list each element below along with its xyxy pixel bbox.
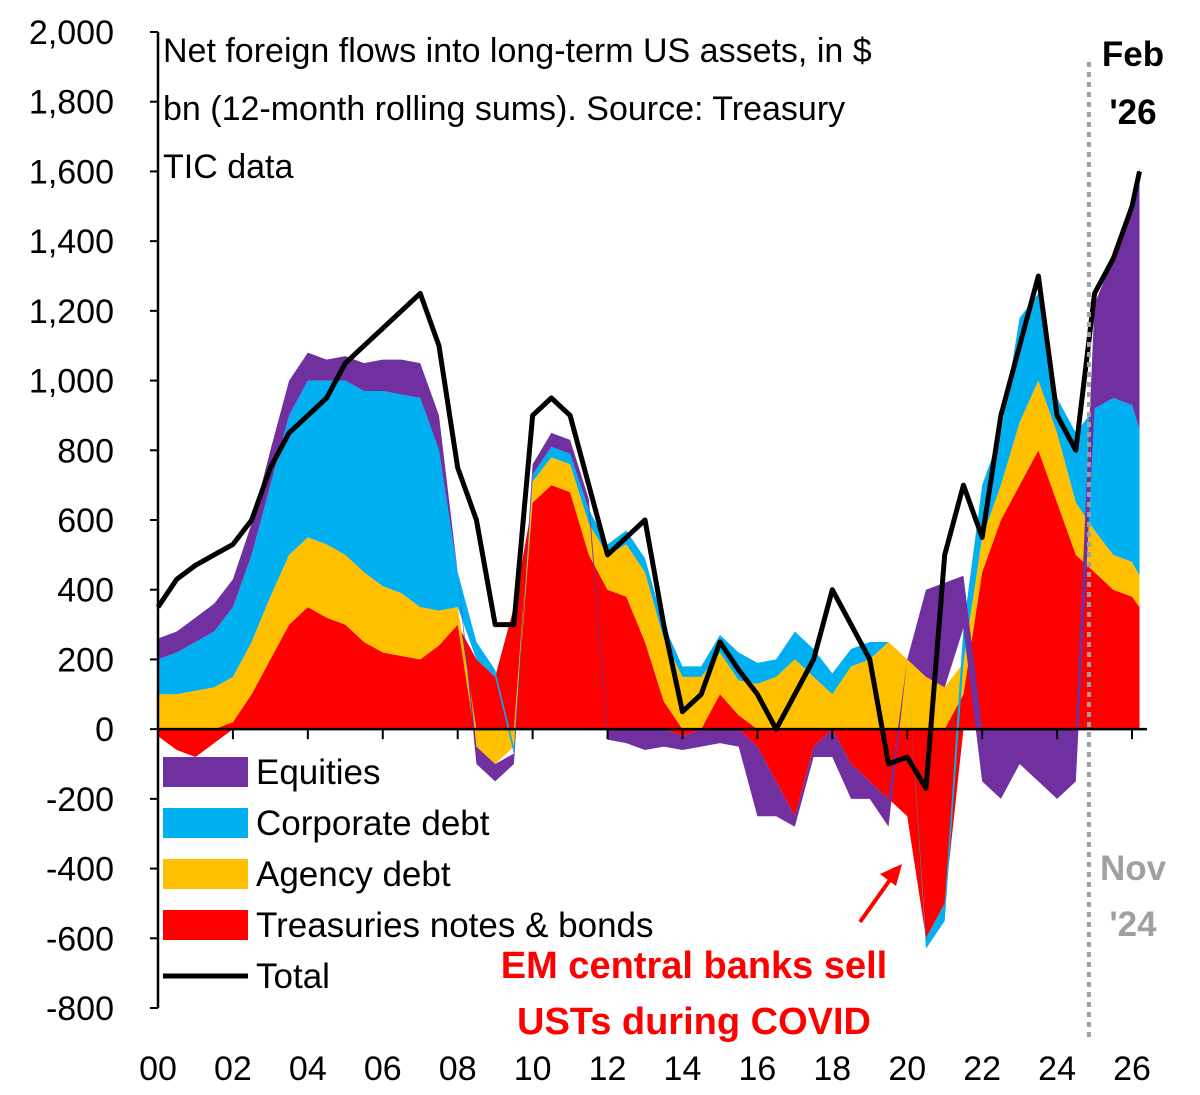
- em-covid-arrow-head: [880, 864, 902, 886]
- title-line: TIC data: [163, 148, 293, 186]
- x-tick-label: 26: [1113, 1050, 1151, 1088]
- x-tick-label: 24: [1038, 1050, 1076, 1088]
- series-area-treasuries-notes-bonds: [158, 450, 1140, 939]
- legend-swatch-treasuries-notes-bonds: [163, 910, 248, 940]
- legend-label-corporate-debt: Corporate debt: [256, 804, 490, 843]
- em-covid-annotation: EM central banks sell: [501, 945, 888, 987]
- x-tick-label: 12: [589, 1050, 627, 1088]
- y-tick-label: 1,400: [29, 223, 114, 261]
- series-area-equities: [158, 167, 1140, 827]
- y-tick-label: 1,600: [29, 153, 114, 191]
- y-tick-label: -200: [46, 781, 114, 819]
- legend-swatch-agency-debt: [163, 859, 248, 889]
- series-area-agency-debt: [158, 380, 1140, 764]
- nov24-annotation: Nov: [1100, 849, 1167, 888]
- em-covid-annotation: USTs during COVID: [517, 1001, 871, 1043]
- title-line: bn (12-month rolling sums). Source: Trea…: [163, 90, 845, 128]
- series-area-corporate-debt: [158, 293, 1140, 949]
- y-tick-label: 1,200: [29, 293, 114, 331]
- y-tick-label: -600: [46, 920, 114, 958]
- y-tick-label: -800: [46, 990, 114, 1028]
- legend: Equities Corporate debt Agency debt Treasur…: [163, 753, 654, 996]
- total-line: [155, 170, 1142, 791]
- x-tick-label: 08: [439, 1050, 477, 1088]
- legend-swatch-equities: [163, 757, 248, 787]
- x-tick-label: 02: [214, 1050, 252, 1088]
- y-tick-label: 0: [95, 711, 114, 749]
- x-tick-label: 18: [813, 1050, 851, 1088]
- title-line: Net foreign flows into long-term US asse…: [163, 32, 872, 70]
- y-tick-label: 200: [57, 641, 114, 679]
- x-tick-label: 04: [289, 1050, 327, 1088]
- y-tick-label: 1,000: [29, 363, 114, 401]
- legend-label-treasuries-notes-bonds: Treasuries notes & bonds: [256, 906, 654, 945]
- y-tick-label: 400: [57, 572, 114, 610]
- em-covid-arrow-shaft: [858, 875, 894, 924]
- y-tick-label: 600: [57, 502, 114, 540]
- x-tick-label: 06: [364, 1050, 402, 1088]
- x-tick-label: 22: [963, 1050, 1001, 1088]
- y-tick-label: 800: [57, 432, 114, 470]
- x-tick-label: 16: [738, 1050, 776, 1088]
- legend-label-total: Total: [256, 957, 330, 996]
- y-tick-label: 2,000: [29, 14, 114, 52]
- legend-label-equities: Equities: [256, 753, 381, 792]
- legend-label-agency-debt: Agency debt: [256, 855, 451, 894]
- nov24-annotation: '24: [1109, 905, 1157, 944]
- x-tick-label: 14: [664, 1050, 702, 1088]
- x-tick-label: 20: [888, 1050, 926, 1088]
- x-tick-label: 10: [514, 1050, 552, 1088]
- feb26-annotation: Feb: [1102, 35, 1164, 74]
- y-tick-label: 1,800: [29, 84, 114, 122]
- feb26-annotation: '26: [1109, 93, 1156, 132]
- y-tick-label: -400: [46, 851, 114, 889]
- x-tick-label: 00: [139, 1050, 177, 1088]
- legend-swatch-corporate-debt: [163, 808, 248, 838]
- chart-title: Net foreign flows into long-term US asse…: [163, 32, 872, 186]
